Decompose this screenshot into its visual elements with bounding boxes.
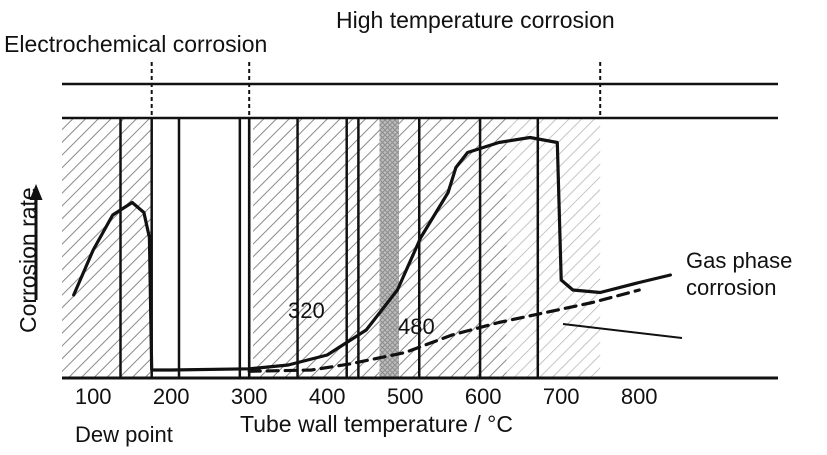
x-tick-label: 300	[231, 384, 268, 409]
series-lines	[72, 135, 673, 373]
shaded-bands	[62, 118, 601, 378]
corrosion-rate-line	[72, 135, 673, 372]
x-tick-label: 800	[621, 384, 658, 409]
temp-label-320: 320	[288, 298, 325, 323]
temp-label-480: 480	[398, 314, 435, 339]
region-label-electrochemical: Electrochemical corrosion	[4, 31, 267, 57]
plot-frame	[62, 82, 778, 380]
gas-phase-corrosion-line	[247, 288, 641, 373]
x-tick-label: 100	[75, 384, 112, 409]
dew-point-label: Dew point	[75, 422, 173, 447]
region-label-high-temperature: High temperature corrosion	[336, 7, 615, 33]
y-axis-arrow	[29, 184, 43, 300]
x-axis-title: Tube wall temperature / °C	[240, 411, 513, 437]
gas-phase-label-line2: corrosion	[686, 275, 776, 300]
x-tick-label: 500	[387, 384, 424, 409]
shaded-band-1	[62, 118, 152, 378]
x-tick-label: 200	[153, 384, 190, 409]
x-tick-label: 400	[309, 384, 346, 409]
x-tick-label: 700	[543, 384, 580, 409]
y-axis-title: Corrosion rate	[15, 187, 41, 333]
x-tick-label: 600	[465, 384, 502, 409]
gas-phase-label-line1: Gas phase	[686, 248, 792, 273]
shaded-band-4	[506, 118, 601, 378]
x-tick-labels: 100 200 300 400 500 600 700 800	[75, 384, 658, 409]
shaded-band-3	[379, 118, 399, 378]
gas-phase-leader-line	[562, 323, 683, 339]
gas-phase-label: Gas phase corrosion	[686, 248, 799, 300]
